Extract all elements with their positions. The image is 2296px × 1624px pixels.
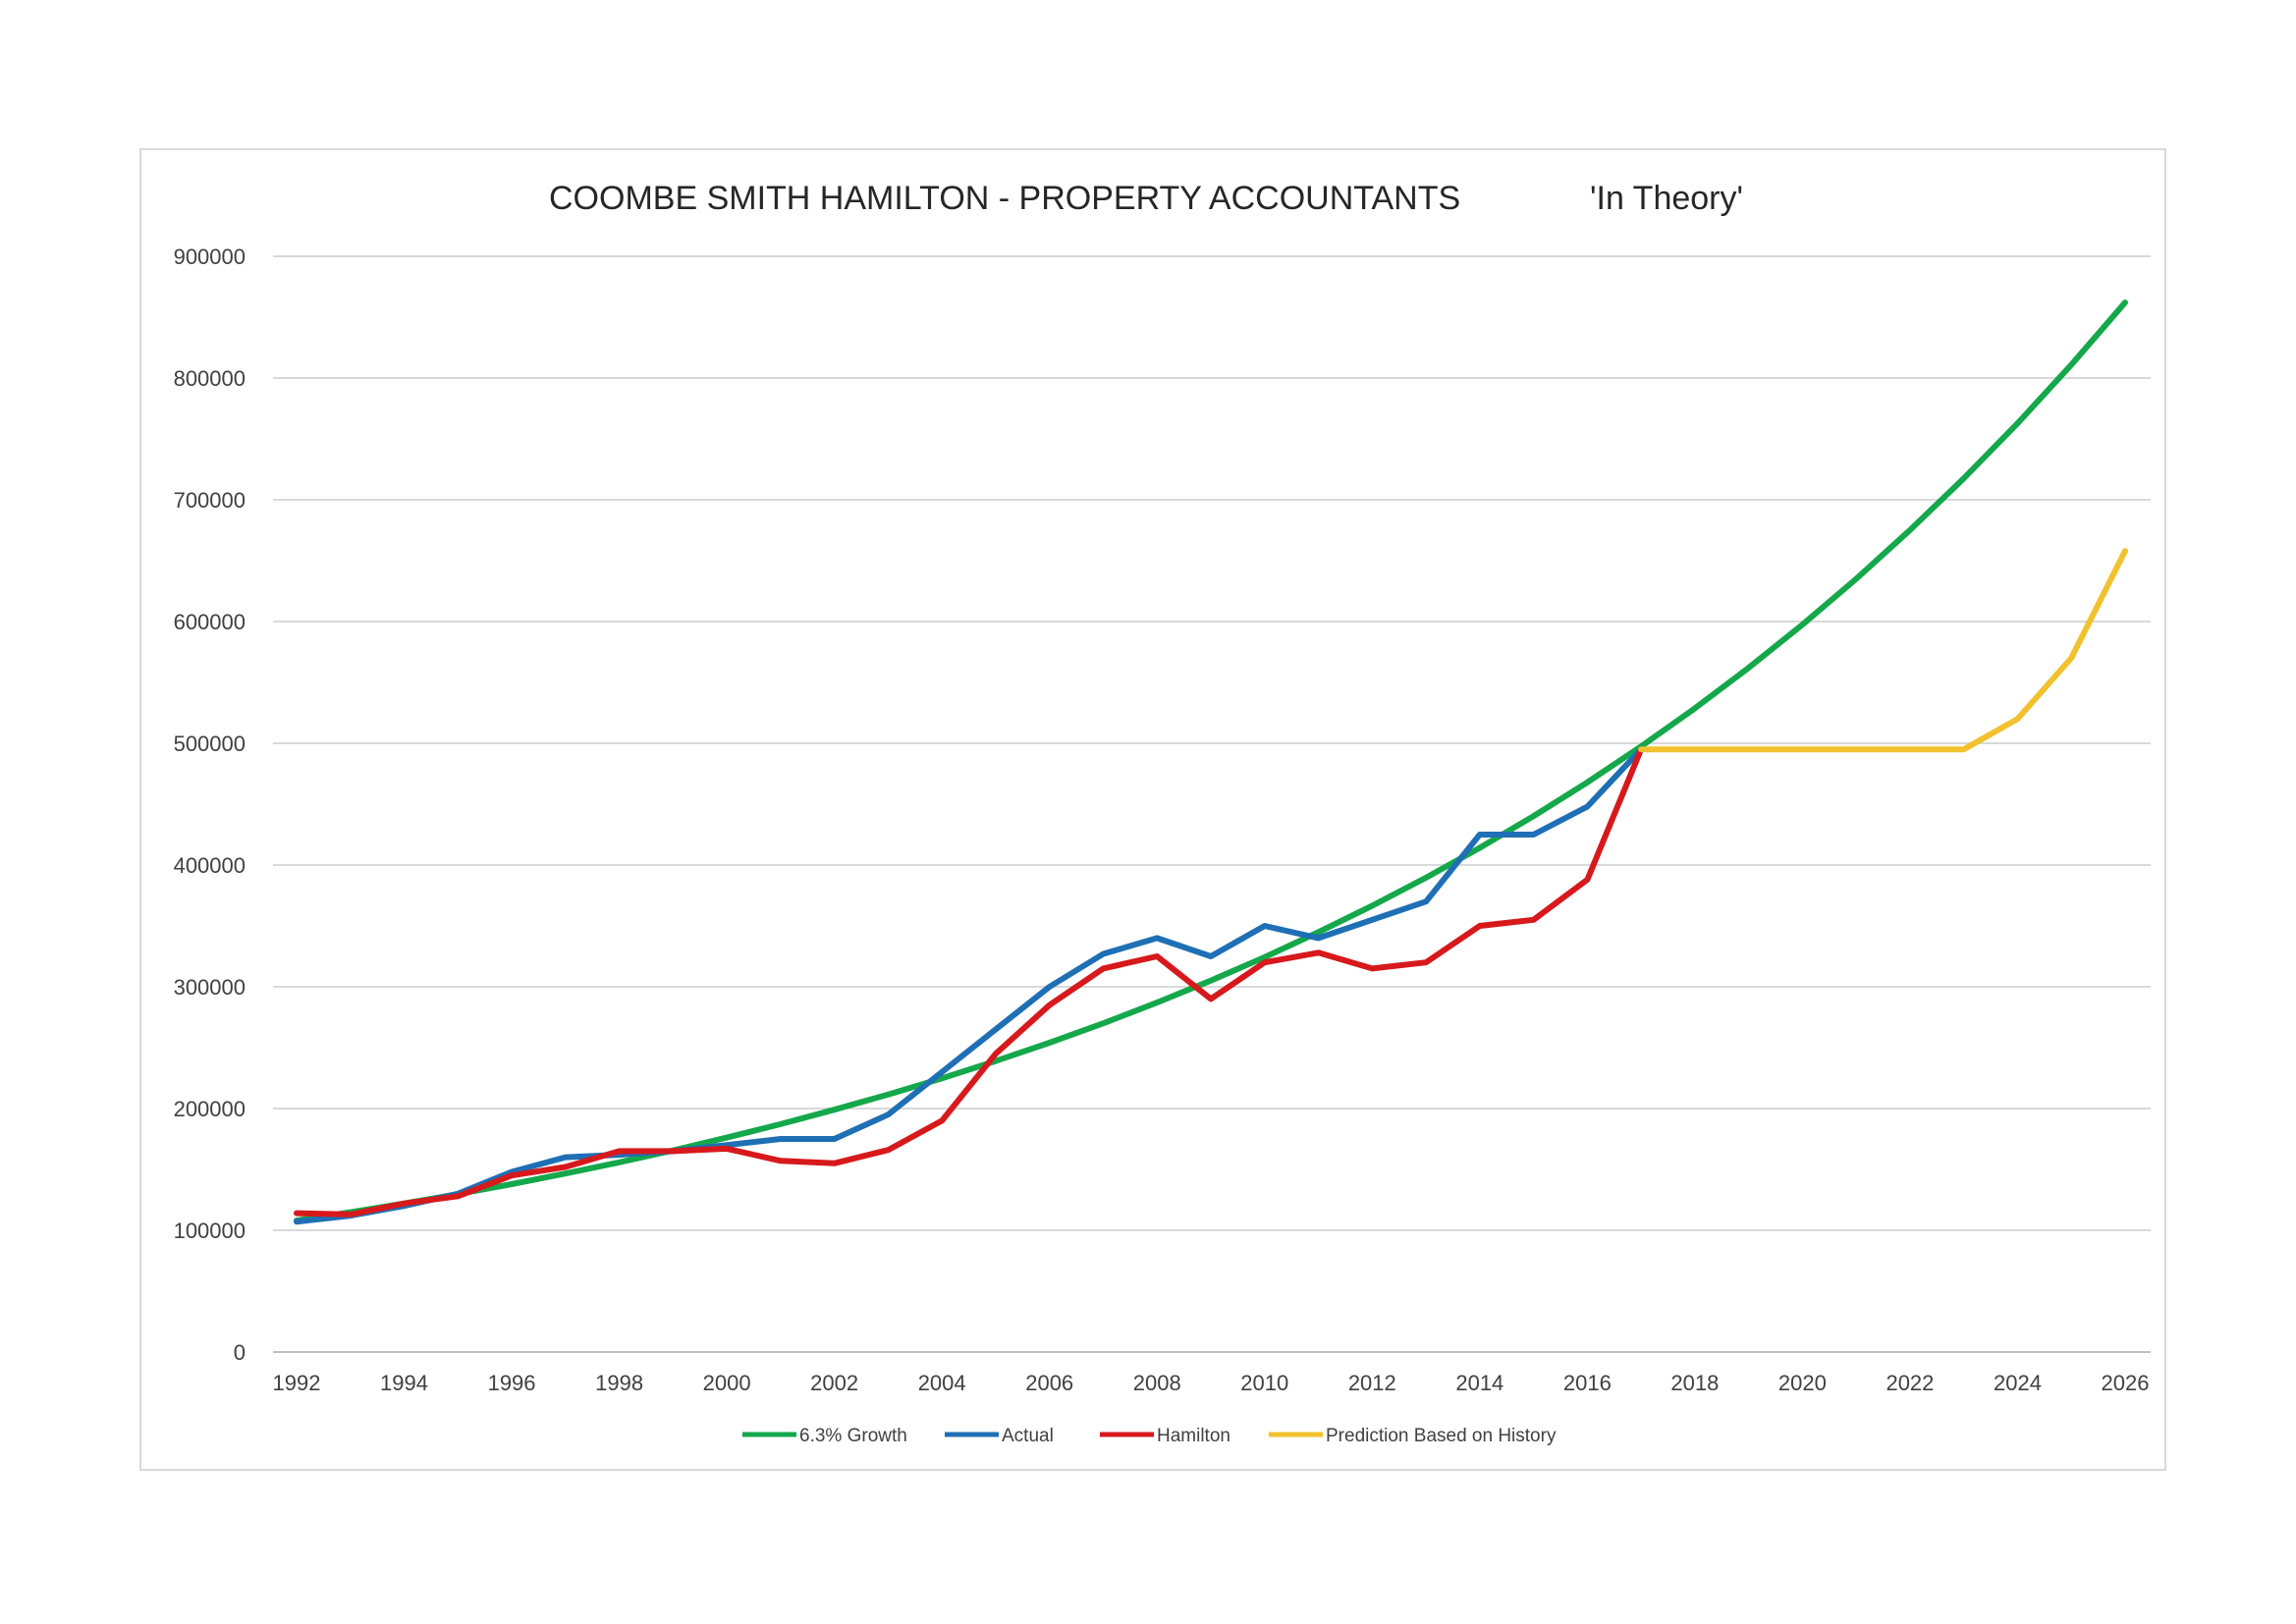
y-tick-label: 800000 (174, 366, 246, 391)
y-tick-label: 700000 (174, 488, 246, 513)
y-axis-tick-labels: 0 100000 200000 300000 400000 500000 600000 700… (174, 244, 246, 1365)
series-line-3 (294, 746, 1645, 1218)
x-tick-label: 1992 (273, 1371, 321, 1395)
chart-title: COOMBE SMITH HAMILTON - PROPERTY ACCOUNT… (549, 180, 1460, 217)
y-tick-label: 200000 (174, 1097, 246, 1121)
series-line-4 (1638, 548, 2128, 753)
series-lines (294, 299, 2128, 1225)
x-tick-label: 2020 (1778, 1371, 1827, 1395)
chart-subtitle: 'In Theory' (1590, 180, 1743, 217)
series-line-1 (294, 299, 2128, 1224)
x-tick-label: 2024 (1994, 1371, 2042, 1395)
y-tick-label: 500000 (174, 731, 246, 756)
x-tick-label: 2008 (1133, 1371, 1181, 1395)
x-tick-label: 2016 (1563, 1371, 1612, 1395)
x-axis-tick-labels: 1992 1994 1996 1998 2000 2002 2004 2006 2008 2010… (273, 1371, 2150, 1395)
y-tick-label: 0 (234, 1340, 246, 1365)
legend-label: Hamilton (1157, 1426, 1230, 1446)
y-tick-label: 100000 (174, 1218, 246, 1243)
chart-title-group: COOMBE SMITH HAMILTON - PROPERTY ACCOUNT… (549, 180, 1743, 217)
x-tick-label: 1998 (595, 1371, 643, 1395)
legend: 6.3% Growth Actual Hamilton Prediction Base… (742, 1426, 1557, 1446)
y-tick-label: 400000 (174, 853, 246, 878)
x-tick-label: 2002 (810, 1371, 858, 1395)
chart-frame: COOMBE SMITH HAMILTON - PROPERTY ACCOUNT… (139, 148, 2166, 1471)
legend-label: 6.3% Growth (799, 1426, 907, 1446)
x-tick-label: 2018 (1670, 1371, 1719, 1395)
x-tick-label: 2022 (1886, 1371, 1934, 1395)
gridlines (273, 255, 2151, 1353)
line-chart: COOMBE SMITH HAMILTON - PROPERTY ACCOUNT… (174, 180, 2151, 1446)
x-tick-label: 2014 (1455, 1371, 1503, 1395)
series-line-2 (294, 746, 1645, 1225)
x-tick-label: 2026 (2102, 1371, 2150, 1395)
x-tick-label: 1996 (488, 1371, 536, 1395)
x-tick-label: 2004 (918, 1371, 966, 1395)
x-tick-label: 2010 (1240, 1371, 1288, 1395)
legend-label: Actual (1002, 1426, 1054, 1446)
x-tick-label: 2006 (1025, 1371, 1073, 1395)
y-tick-label: 900000 (174, 244, 246, 269)
x-tick-label: 2012 (1348, 1371, 1396, 1395)
y-tick-label: 600000 (174, 610, 246, 634)
y-tick-label: 300000 (174, 975, 246, 1000)
legend-label: Prediction Based on History (1326, 1426, 1557, 1446)
x-tick-label: 2000 (703, 1371, 751, 1395)
x-tick-label: 1994 (380, 1371, 428, 1395)
